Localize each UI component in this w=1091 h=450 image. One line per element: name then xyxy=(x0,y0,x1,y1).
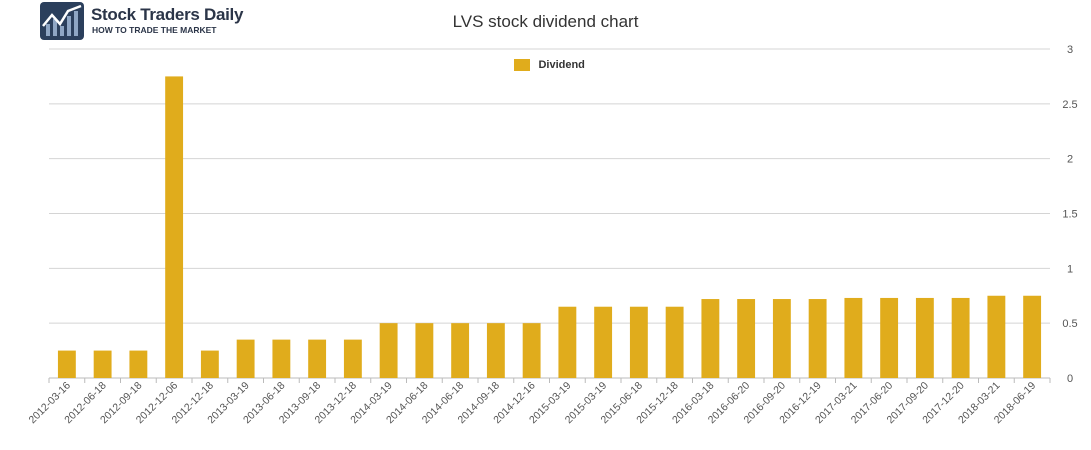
bar xyxy=(522,323,541,378)
chart-title: LVS stock dividend chart xyxy=(452,12,639,31)
legend-label-dividend: Dividend xyxy=(538,58,585,71)
bar xyxy=(236,339,255,378)
y-tick-label: 0.5 xyxy=(1062,318,1077,330)
chart-trend-icon xyxy=(40,2,84,40)
brand-name: Stock Traders Daily xyxy=(91,5,244,24)
brand-logo[interactable]: Stock Traders Daily HOW TO TRADE THE MAR… xyxy=(40,2,244,42)
chart-legend[interactable]: Dividend xyxy=(514,56,585,71)
bar xyxy=(951,297,970,378)
bar xyxy=(701,299,720,378)
bar xyxy=(200,350,219,378)
bar xyxy=(272,339,291,378)
bar xyxy=(1023,295,1042,378)
bar xyxy=(772,299,791,378)
bar xyxy=(915,297,934,378)
bar xyxy=(379,323,398,378)
y-tick-label: 2 xyxy=(1067,154,1073,166)
bar xyxy=(665,306,684,378)
bar xyxy=(844,297,863,378)
legend-swatch-dividend xyxy=(514,58,530,71)
bar xyxy=(57,350,76,378)
bar xyxy=(165,76,184,379)
bar xyxy=(808,299,827,378)
bar xyxy=(93,350,112,378)
bar xyxy=(308,339,327,378)
bar xyxy=(987,295,1006,378)
bar xyxy=(594,306,613,378)
y-tick-label: 1 xyxy=(1067,263,1073,275)
bar xyxy=(451,323,470,378)
bar xyxy=(486,323,505,378)
bar xyxy=(737,299,756,378)
bar xyxy=(343,339,362,378)
brand-tagline: HOW TO TRADE THE MARKET xyxy=(92,25,217,35)
bar xyxy=(129,350,148,378)
bar xyxy=(415,323,434,378)
bar xyxy=(558,306,577,378)
bar xyxy=(629,306,648,378)
y-tick-label: 2.5 xyxy=(1062,99,1077,111)
bar xyxy=(880,297,899,378)
y-tick-label: 3 xyxy=(1067,44,1073,56)
y-tick-label: 0 xyxy=(1067,373,1073,385)
y-tick-label: 1.5 xyxy=(1062,209,1077,221)
